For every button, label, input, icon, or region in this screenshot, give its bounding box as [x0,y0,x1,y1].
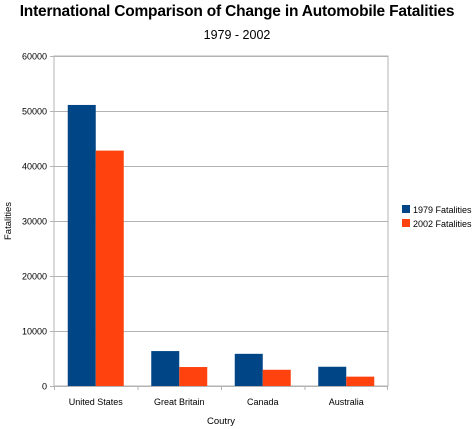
y-tick-label-6: 60000 [22,52,47,62]
chart-title: International Comparison of Change in Au… [19,3,455,20]
x-tick-label-1: Great Britain [154,397,205,407]
legend-label-0: 1979 Fatalities [413,205,472,215]
legend-swatch-0 [402,205,410,213]
chart-subtitle: 1979 - 2002 [203,28,271,42]
y-axis-title: Fatalities [3,202,14,240]
y-tick-label-3: 30000 [22,217,47,227]
x-axis-title: Coutry [207,416,235,427]
bar-0-0 [67,104,96,386]
bar-0-3 [318,366,347,386]
bar-0-2 [234,353,263,386]
legend-swatch-1 [402,219,410,227]
y-tick-label-0: 0 [42,382,47,392]
bar-0-1 [151,351,180,386]
bar-1-2 [262,369,291,386]
x-tick-label-2: Canada [247,397,279,407]
bar-1-3 [346,376,375,386]
legend-label-1: 2002 Fatalities [413,219,472,229]
y-tick-label-1: 10000 [22,327,47,337]
legend: 1979 Fatalities 2002 Fatalities [402,205,472,229]
y-tick-label-4: 40000 [22,162,47,172]
bars [67,104,375,386]
y-tick-label-2: 20000 [22,272,47,282]
y-tick-label-5: 50000 [22,107,47,117]
bar-1-0 [95,150,124,386]
x-tick-label-0: United States [69,397,124,407]
axes: 0 10000 20000 30000 40000 50000 60000 United St… [22,52,388,407]
x-tick-label-3: Australia [329,397,364,407]
bar-1-1 [179,367,208,386]
